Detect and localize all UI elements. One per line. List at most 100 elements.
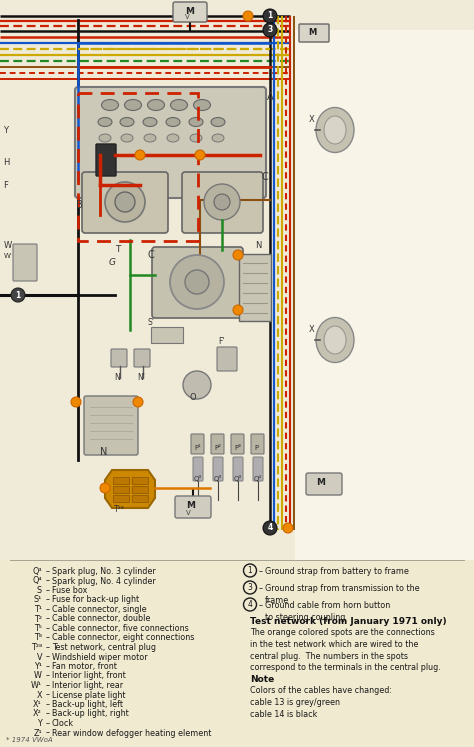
Text: Q⁴: Q⁴ [32, 577, 42, 586]
Text: Y: Y [3, 126, 8, 135]
Text: T¹: T¹ [34, 605, 42, 614]
Text: Q³: Q³ [32, 567, 42, 576]
Bar [295, 30, 474, 560]
FancyBboxPatch shape [299, 24, 329, 42]
Text: Q³: Q³ [214, 475, 222, 482]
FancyBboxPatch shape [231, 434, 244, 454]
Text: –: – [46, 662, 50, 671]
Text: X²: X² [33, 710, 42, 719]
Text: Back-up light, right: Back-up light, right [52, 710, 129, 719]
Circle shape [233, 250, 243, 260]
Ellipse shape [316, 317, 354, 362]
Text: –: – [46, 633, 50, 642]
Text: X: X [36, 690, 42, 699]
Text: T⁸: T⁸ [34, 633, 42, 642]
FancyBboxPatch shape [251, 434, 264, 454]
Text: Ground strap from transmission to the
frame: Ground strap from transmission to the fr… [265, 584, 419, 605]
Ellipse shape [190, 134, 202, 142]
Text: V: V [185, 14, 190, 20]
Circle shape [71, 397, 81, 407]
Ellipse shape [166, 117, 180, 126]
Text: –: – [46, 728, 50, 737]
Circle shape [115, 192, 135, 212]
FancyBboxPatch shape [152, 247, 243, 318]
FancyBboxPatch shape [175, 496, 211, 518]
Ellipse shape [324, 326, 346, 354]
Text: X: X [309, 325, 315, 334]
Text: Q⁴: Q⁴ [254, 475, 262, 482]
Text: Cable connector, five connections: Cable connector, five connections [52, 624, 189, 633]
Text: –: – [259, 584, 263, 593]
Text: 4: 4 [267, 524, 273, 533]
Ellipse shape [193, 99, 210, 111]
FancyBboxPatch shape [211, 434, 224, 454]
Text: 3: 3 [267, 25, 273, 34]
FancyBboxPatch shape [75, 87, 266, 198]
Text: The orange colored spots are the connections
in the test network which are wired: The orange colored spots are the connect… [250, 628, 441, 672]
FancyBboxPatch shape [151, 327, 183, 343]
Text: H: H [3, 158, 9, 167]
Text: –: – [46, 586, 50, 595]
Text: * 1974 VWoA: * 1974 VWoA [6, 737, 53, 743]
Circle shape [11, 288, 25, 302]
Ellipse shape [147, 99, 164, 111]
Ellipse shape [99, 134, 111, 142]
Text: O: O [190, 393, 197, 402]
Text: T⁵: T⁵ [34, 624, 42, 633]
Ellipse shape [189, 117, 203, 126]
Text: 1: 1 [267, 11, 273, 20]
Text: S': S' [148, 318, 155, 327]
Text: Cable connector, eight connections: Cable connector, eight connections [52, 633, 194, 642]
FancyBboxPatch shape [191, 434, 204, 454]
Text: M: M [186, 501, 195, 510]
Text: G: G [109, 258, 116, 267]
Circle shape [170, 255, 224, 309]
Circle shape [195, 150, 205, 160]
Text: W': W' [4, 253, 13, 259]
Text: –: – [46, 577, 50, 586]
Text: –: – [46, 652, 50, 662]
Text: P³: P³ [234, 445, 241, 451]
Polygon shape [105, 470, 155, 508]
Text: T²: T² [34, 615, 42, 624]
Text: S: S [37, 586, 42, 595]
Ellipse shape [120, 117, 134, 126]
Text: N: N [255, 241, 261, 250]
Text: Spark plug, No. 4 cylinder: Spark plug, No. 4 cylinder [52, 577, 156, 586]
FancyBboxPatch shape [13, 244, 37, 281]
Text: X¹: X¹ [33, 700, 42, 709]
FancyBboxPatch shape [84, 396, 138, 455]
Text: Interior light, rear: Interior light, rear [52, 681, 123, 690]
Text: Test network, central plug: Test network, central plug [52, 643, 156, 652]
Text: 1: 1 [247, 566, 252, 575]
Text: M: M [316, 478, 325, 487]
Ellipse shape [171, 99, 188, 111]
FancyBboxPatch shape [239, 254, 271, 321]
Text: –: – [46, 700, 50, 709]
Bar [0, 0, 474, 560]
Bar [132, 495, 148, 502]
Text: Cable connector, double: Cable connector, double [52, 615, 150, 624]
Ellipse shape [167, 134, 179, 142]
Ellipse shape [316, 108, 354, 152]
Text: 3: 3 [247, 583, 253, 592]
Text: T²⁸: T²⁸ [114, 505, 125, 514]
Circle shape [204, 184, 240, 220]
Text: Fuse for back-up light: Fuse for back-up light [52, 595, 139, 604]
Text: Clock: Clock [52, 719, 74, 728]
Text: W: W [4, 241, 12, 250]
FancyBboxPatch shape [213, 457, 223, 481]
Ellipse shape [212, 134, 224, 142]
Circle shape [135, 150, 145, 160]
Text: –: – [46, 643, 50, 652]
Text: P¹: P¹ [194, 445, 201, 451]
Text: P: P [254, 445, 258, 451]
FancyBboxPatch shape [96, 144, 116, 176]
Bar [113, 495, 129, 502]
FancyBboxPatch shape [182, 172, 263, 233]
Text: Y¹: Y¹ [34, 662, 42, 671]
Circle shape [243, 11, 253, 21]
Text: –: – [46, 624, 50, 633]
Text: –: – [259, 567, 263, 576]
Circle shape [233, 305, 243, 315]
